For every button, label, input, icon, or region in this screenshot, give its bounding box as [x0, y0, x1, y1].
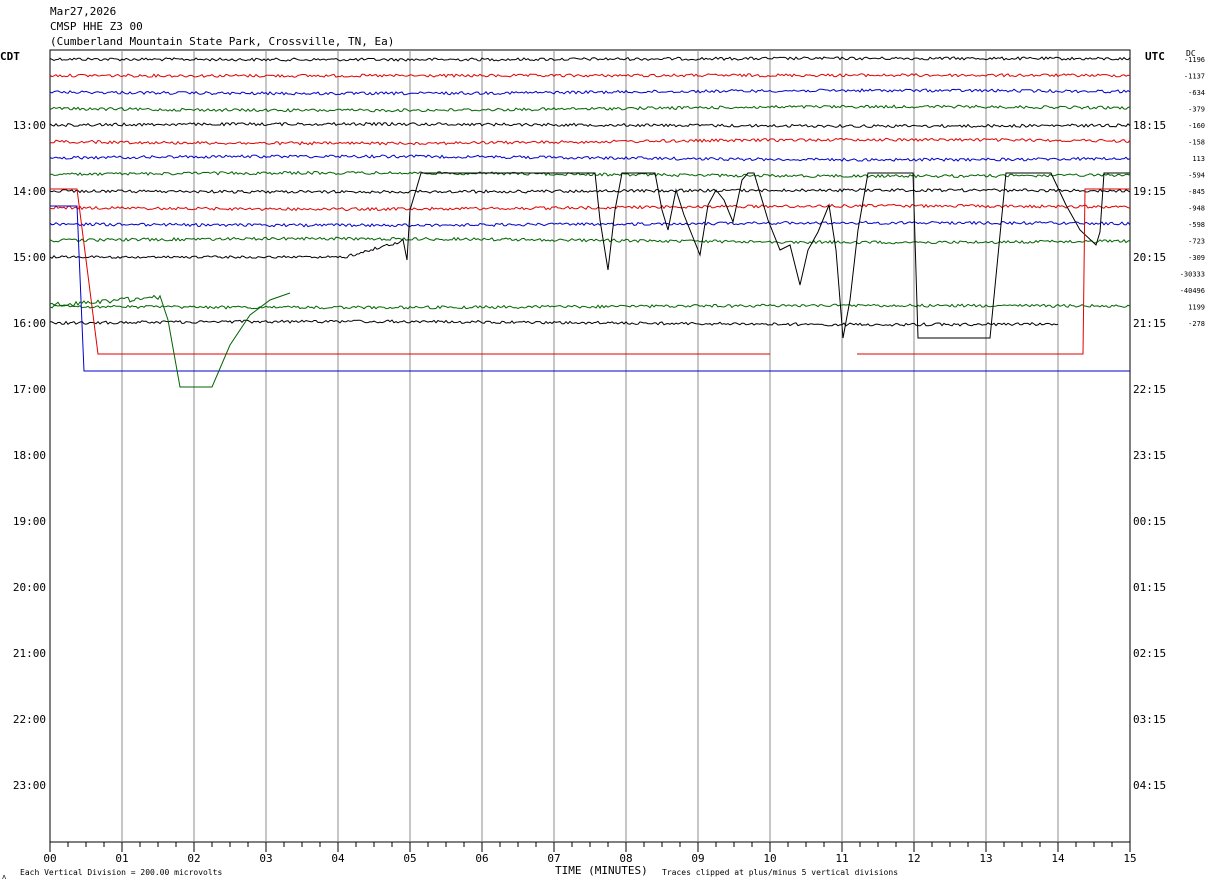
- cdt-hour-label: 22:00: [13, 713, 46, 726]
- dc-offset-label: -158: [1188, 139, 1205, 147]
- utc-hour-label: 18:15: [1133, 119, 1166, 132]
- utc-hour-label: 22:15: [1133, 383, 1166, 396]
- cdt-hour-label: 19:00: [13, 515, 46, 528]
- dc-offset-label: 1199: [1188, 304, 1205, 312]
- dc-offset-label: -1137: [1184, 73, 1205, 81]
- trace-green-offset: [49, 292, 291, 388]
- utc-hour-label: 01:15: [1133, 581, 1166, 594]
- dc-offset-label: -598: [1188, 221, 1205, 229]
- x-tick-label: 09: [691, 852, 704, 865]
- trace-row-5: [49, 137, 1131, 146]
- trace-row-12-event: [49, 172, 1130, 339]
- dc-offset-label: -634: [1188, 89, 1205, 97]
- cdt-hour-label: 16:00: [13, 317, 46, 330]
- header-location: (Cumberland Mountain State Park, Crossvi…: [50, 35, 394, 48]
- utc-hour-label: 02:15: [1133, 647, 1166, 660]
- x-tick-label: 07: [547, 852, 560, 865]
- left-timezone-label: CDT: [0, 50, 20, 63]
- dc-offset-label: -160: [1188, 122, 1205, 130]
- x-tick-label: 00: [43, 852, 56, 865]
- trace-red-offset-b: [857, 188, 1130, 355]
- cdt-hour-label: 18:00: [13, 449, 46, 462]
- x-tick-label: 12: [907, 852, 920, 865]
- x-axis-label: TIME (MINUTES): [555, 864, 648, 877]
- trace-row-2: [49, 88, 1131, 96]
- dc-offset-label: -379: [1188, 106, 1205, 114]
- utc-hour-label: 00:15: [1133, 515, 1166, 528]
- x-tick-label: 06: [475, 852, 488, 865]
- dc-offset-label: -40496: [1180, 287, 1205, 295]
- dc-offset-label: -1196: [1184, 56, 1205, 64]
- trace-row-16: [49, 319, 1059, 327]
- x-tick-label: 13: [979, 852, 992, 865]
- cdt-hour-labels: 13:00 14:00 15:00 16:00 17:00 18:00 19:00 20:00…: [13, 119, 46, 792]
- dc-offset-label: -30333: [1180, 271, 1205, 279]
- cdt-hour-label: 15:00: [13, 251, 46, 264]
- dc-offset-labels: -1196 -1137 -634 -379 -160 -158 113 -594 -845 -94…: [1180, 56, 1205, 328]
- trace-row-8: [49, 188, 1131, 194]
- plot-frame: [49, 49, 1131, 843]
- x-tick-label: 11: [835, 852, 848, 865]
- utc-hour-label: 03:15: [1133, 713, 1166, 726]
- utc-hour-label: 19:15: [1133, 185, 1166, 198]
- dc-offset-label: -594: [1188, 172, 1205, 180]
- trace-row-9: [49, 203, 1131, 212]
- cdt-hour-label: 14:00: [13, 185, 46, 198]
- x-tick-label: 01: [115, 852, 128, 865]
- dc-label: DC: [1186, 49, 1196, 58]
- trace-row-4: [49, 121, 1131, 128]
- x-tick-label: 05: [403, 852, 416, 865]
- cdt-hour-label: 20:00: [13, 581, 46, 594]
- utc-hour-label: 21:15: [1133, 317, 1166, 330]
- utc-hour-label: 20:15: [1133, 251, 1166, 264]
- trace-row-1: [49, 73, 1131, 78]
- utc-hour-labels: 18:15 19:15 20:15 21:15 22:15 23:15 00:15 01:15…: [1133, 119, 1166, 792]
- time-axis: 00 01 02 03 04 05 06 07 08 09 10 11 12 13 14 15: [43, 842, 1137, 865]
- scale-note: Each Vertical Division = 200.00 microvol…: [20, 868, 222, 877]
- minute-gridlines: [121, 50, 1059, 842]
- trace-row-11: [49, 236, 1131, 245]
- trace-row-10: [49, 220, 1131, 228]
- clip-note: Traces clipped at plus/minus 5 vertical …: [662, 868, 898, 877]
- seismic-traces: [49, 56, 1131, 388]
- cdt-hour-label: 13:00: [13, 119, 46, 132]
- trace-row-3: [49, 104, 1131, 113]
- x-tick-label: 14: [1051, 852, 1065, 865]
- trace-row-0: [49, 56, 1131, 62]
- x-tick-label: 04: [331, 852, 345, 865]
- x-tick-label: 10: [763, 852, 776, 865]
- corner-mark: ᴧ: [2, 873, 6, 881]
- header-date: Mar27,2026: [50, 5, 116, 18]
- dc-offset-label: -278: [1188, 320, 1205, 328]
- dc-offset-label: -948: [1188, 205, 1205, 213]
- trace-row-6: [49, 154, 1131, 162]
- dc-offset-label: 113: [1192, 155, 1205, 163]
- x-tick-label: 08: [619, 852, 632, 865]
- cdt-hour-label: 23:00: [13, 779, 46, 792]
- dc-offset-label: -723: [1188, 238, 1205, 246]
- utc-hour-label: 23:15: [1133, 449, 1166, 462]
- right-timezone-label: UTC: [1145, 50, 1165, 63]
- header-station: CMSP HHE Z3 00: [50, 20, 143, 33]
- trace-row-7: [49, 170, 1131, 179]
- utc-hour-label: 04:15: [1133, 779, 1166, 792]
- x-tick-label: 03: [259, 852, 272, 865]
- trace-row-15: [49, 303, 1131, 310]
- cdt-hour-label: 21:00: [13, 647, 46, 660]
- x-tick-label: 02: [187, 852, 200, 865]
- trace-red-offset-a: [50, 188, 770, 355]
- x-tick-label: 15: [1123, 852, 1136, 865]
- dc-offset-label: -309: [1188, 254, 1205, 262]
- cdt-hour-label: 17:00: [13, 383, 46, 396]
- trace-blue-offset: [50, 205, 1130, 372]
- dc-offset-label: -845: [1188, 188, 1205, 196]
